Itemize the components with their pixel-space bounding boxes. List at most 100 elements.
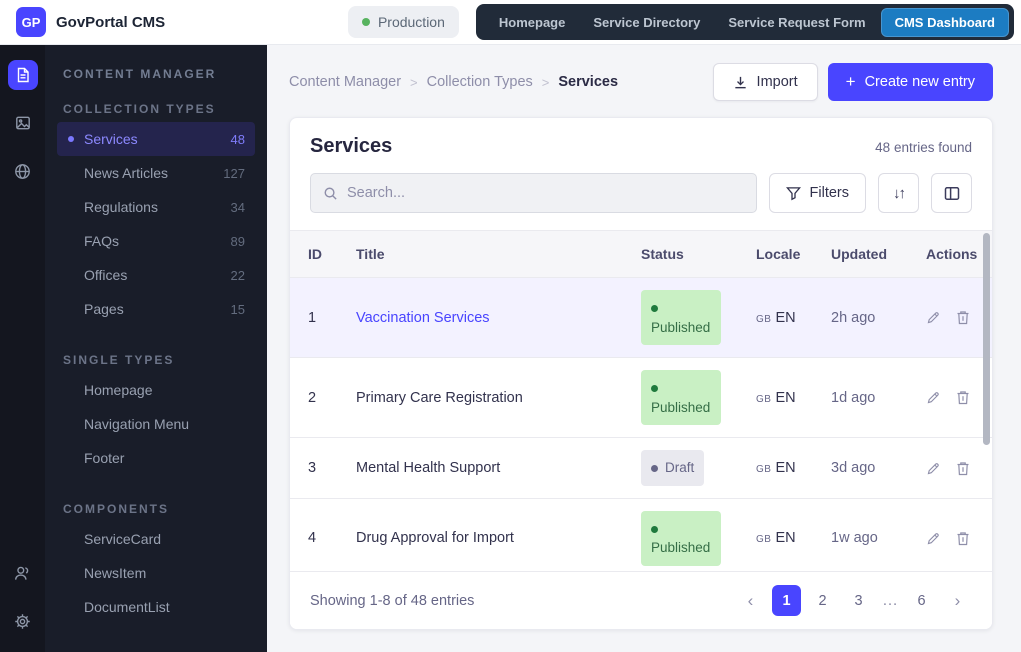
settings-icon[interactable]	[8, 606, 38, 636]
sidebar-item-offices[interactable]: Offices 22	[57, 258, 255, 292]
edit-button[interactable]	[926, 461, 941, 476]
site-nav: Homepage Service Directory Service Reque…	[475, 4, 1014, 40]
nav-service-request-form[interactable]: Service Request Form	[715, 7, 878, 38]
sidebar-item-pages[interactable]: Pages 15	[57, 292, 255, 326]
sort-button[interactable]: ↓↑	[878, 173, 919, 213]
main-content: Content Manager > Collection Types > Ser…	[267, 45, 1021, 652]
entry-title[interactable]: Mental Health Support	[356, 460, 501, 477]
page-button-3[interactable]: 3	[844, 585, 873, 616]
delete-button[interactable]	[956, 310, 970, 325]
sidebar-heading-single-types: SINGLE TYPES	[63, 353, 175, 367]
entry-title[interactable]: Drug Approval for Import	[356, 530, 514, 547]
sidebar-item-count: 22	[230, 267, 245, 283]
status-dot	[651, 385, 658, 393]
import-button[interactable]: Import	[712, 63, 818, 101]
sidebar-item-homepage[interactable]: Homepage	[57, 373, 255, 407]
edit-button[interactable]	[926, 531, 941, 546]
table-row[interactable]: 4 Drug Approval for Import Published GB E…	[290, 498, 992, 570]
next-page-button[interactable]: ›	[943, 585, 972, 616]
table-row[interactable]: 2 Primary Care Registration Published GB…	[290, 357, 992, 439]
download-icon	[734, 76, 746, 88]
image-icon	[15, 116, 30, 130]
page-button-1[interactable]: 1	[772, 585, 801, 616]
create-new-entry-button[interactable]: + Create new entry	[827, 63, 993, 101]
sidebar-item-count: 34	[230, 199, 245, 215]
sidebar-item-faqs[interactable]: FAQs 89	[57, 224, 255, 258]
nav-service-directory[interactable]: Service Directory	[580, 7, 713, 38]
sidebar-item-count: 15	[230, 301, 245, 317]
breadcrumb-collection-types[interactable]: Collection Types	[426, 74, 533, 90]
media-library-icon[interactable]	[8, 108, 38, 138]
plus-icon: +	[845, 72, 856, 91]
sidebar-item-footer[interactable]: Footer	[57, 441, 255, 475]
sidebar-item-navigation-menu[interactable]: Navigation Menu	[57, 407, 255, 441]
sidebar-item-regulations[interactable]: Regulations 34	[57, 190, 255, 224]
sidebar-item-label: DocumentList	[84, 599, 170, 615]
filters-button[interactable]: Filters	[768, 173, 866, 213]
nav-cms-dashboard[interactable]: CMS Dashboard	[880, 7, 1009, 37]
page-button-2[interactable]: 2	[808, 585, 837, 616]
cell-id: 3	[290, 437, 338, 499]
sidebar-item-label: Homepage	[84, 382, 153, 398]
sidebar-item-news-articles[interactable]: News Articles 127	[57, 156, 255, 190]
delete-button[interactable]	[956, 461, 970, 476]
edit-button[interactable]	[926, 310, 941, 325]
toolbar: Filters ↓↑	[290, 158, 992, 213]
locale-region: GB	[756, 313, 772, 325]
pagination: ‹ 1 2 3 … 6 ›	[736, 585, 972, 616]
breadcrumb-separator: >	[541, 74, 550, 90]
page-title: Services	[310, 135, 393, 157]
sidebar-item-servicecard[interactable]: ServiceCard	[57, 522, 255, 556]
page-button-6[interactable]: 6	[907, 585, 936, 616]
cell-id: 2	[290, 357, 338, 439]
breadcrumb: Content Manager > Collection Types > Ser…	[289, 74, 618, 90]
table-scrollbar[interactable]	[983, 233, 990, 445]
i18n-icon[interactable]	[8, 156, 38, 186]
sidebar-item-label: FAQs	[84, 233, 120, 249]
columns-button[interactable]	[931, 173, 972, 213]
row-actions	[926, 461, 990, 476]
card-header: Services 48 entries found	[290, 118, 992, 158]
delete-button[interactable]	[956, 390, 970, 405]
locale-lang: EN	[775, 389, 796, 406]
breadcrumb-content-manager[interactable]: Content Manager	[289, 74, 402, 90]
search-box[interactable]	[310, 173, 757, 213]
cell-updated: 3d ago	[813, 437, 908, 499]
previous-page-button[interactable]: ‹	[736, 585, 765, 616]
brand-title: GovPortal CMS	[56, 13, 166, 31]
cell-id: 1	[290, 277, 338, 359]
content-manager-icon[interactable]	[7, 60, 38, 90]
sidebar-title: CONTENT MANAGER	[63, 67, 217, 81]
table-row[interactable]: 3 Mental Health Support Draft GB EN 3d ag…	[290, 437, 992, 499]
import-label: Import	[756, 74, 798, 90]
column-header-id: ID	[290, 230, 338, 278]
column-header-title: Title	[338, 230, 623, 278]
sidebar-item-services[interactable]: Services 48	[57, 122, 255, 156]
status-label: Published	[651, 319, 711, 335]
pencil-icon	[927, 533, 939, 545]
delete-button[interactable]	[956, 531, 970, 546]
status-dot	[651, 304, 658, 312]
cell-updated: 1w ago	[813, 498, 908, 570]
table-row[interactable]: 1 Vaccination Services Published GB EN 2h…	[290, 277, 992, 359]
locale-lang: EN	[775, 460, 796, 477]
sidebar-item-documentlist[interactable]: DocumentList	[57, 590, 255, 624]
status-badge: Published	[641, 290, 721, 346]
sidebar-item-count: 127	[223, 165, 245, 181]
entries-table: ID Title Status Locale Updated Actions 1	[290, 230, 992, 570]
entry-title[interactable]: Primary Care Registration	[356, 389, 523, 406]
nav-homepage[interactable]: Homepage	[486, 7, 578, 38]
column-header-locale: Locale	[738, 230, 813, 278]
create-label: Create new entry	[864, 74, 975, 90]
entry-title-link[interactable]: Vaccination Services	[356, 309, 490, 326]
sidebar-item-count: 48	[230, 131, 245, 147]
entries-card: Services 48 entries found Filters	[289, 117, 993, 630]
sidebar-item-label: News Articles	[84, 165, 169, 181]
status-label: Draft	[665, 460, 695, 476]
sidebar-item-label: ServiceCard	[84, 531, 162, 547]
locale-region: GB	[756, 534, 772, 546]
edit-button[interactable]	[926, 390, 941, 405]
users-icon[interactable]	[8, 558, 38, 588]
search-input[interactable]	[347, 185, 744, 201]
sidebar-item-newsitem[interactable]: NewsItem	[57, 556, 255, 590]
